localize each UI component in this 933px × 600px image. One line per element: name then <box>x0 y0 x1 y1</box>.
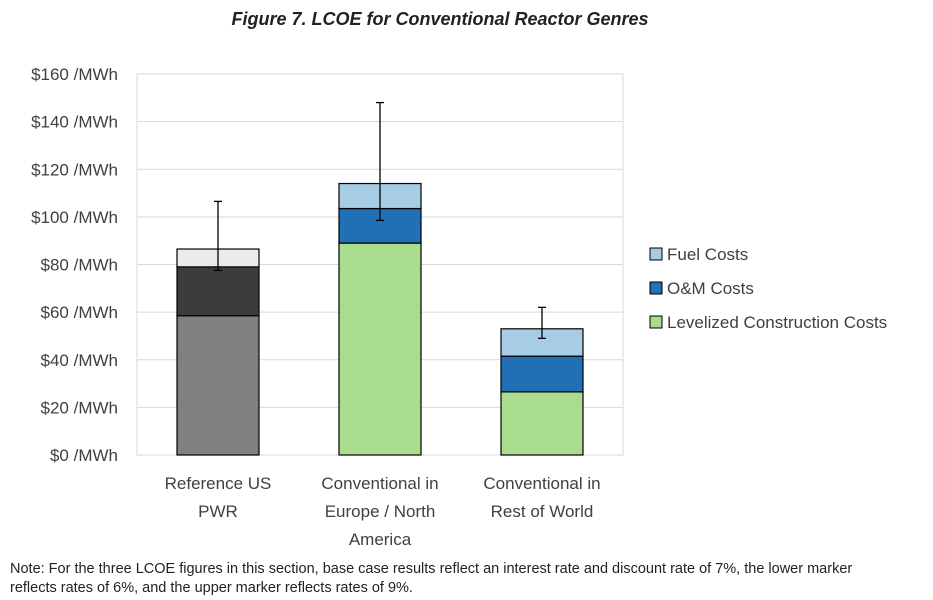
x-tick-label: Reference US <box>165 474 272 493</box>
y-tick-label: $40 /MWh <box>41 351 118 370</box>
x-tick-label: Europe / North <box>325 502 436 521</box>
x-tick-label: Conventional in <box>321 474 438 493</box>
legend: Fuel Costs O&M Costs Levelized Constructio… <box>649 245 887 332</box>
x-tick-label: Conventional in <box>483 474 600 493</box>
x-tick-label: Rest of World <box>491 502 594 521</box>
legend-label: Fuel Costs <box>667 245 748 264</box>
y-tick-label: $80 /MWh <box>41 256 118 275</box>
chart-note: Note: For the three LCOE figures in this… <box>10 561 853 596</box>
legend-swatch <box>649 247 663 261</box>
chart: $0 /MWh $20 /MWh $40 /MWh $60 /MWh $80 /MWh $… <box>31 65 887 549</box>
y-tick-label: $60 /MWh <box>41 303 118 322</box>
x-tick-label: PWR <box>198 502 238 521</box>
legend-swatch <box>649 281 663 295</box>
bar-segment-levelized-construction-costs <box>338 242 422 456</box>
bar-segment-o-m-costs <box>500 355 584 393</box>
y-axis-tick-labels: $0 /MWh $20 /MWh $40 /MWh $60 /MWh $80 /MWh $… <box>31 65 118 465</box>
y-tick-label: $160 /MWh <box>31 65 118 84</box>
y-tick-label: $140 /MWh <box>31 113 118 132</box>
bar-segment-levelized-construction-costs <box>500 391 584 456</box>
legend-label: O&M Costs <box>667 279 754 298</box>
x-axis-tick-labels: Reference US PWR Conventional in Europe / N… <box>165 474 601 549</box>
bar-segment-levelized-construction-costs <box>176 315 260 456</box>
y-tick-label: $0 /MWh <box>50 446 118 465</box>
legend-swatch <box>649 315 663 329</box>
bar-segment-o-m-costs <box>176 266 260 317</box>
y-tick-label: $100 /MWh <box>31 208 118 227</box>
legend-label: Levelized Construction Costs <box>667 313 887 332</box>
x-tick-label: America <box>349 530 412 549</box>
error-bars <box>214 101 546 339</box>
bars <box>176 182 584 456</box>
chart-title: Figure 7. LCOE for Conventional Reactor … <box>231 9 649 29</box>
y-tick-label: $120 /MWh <box>31 160 118 179</box>
y-tick-label: $20 /MWh <box>41 398 118 417</box>
